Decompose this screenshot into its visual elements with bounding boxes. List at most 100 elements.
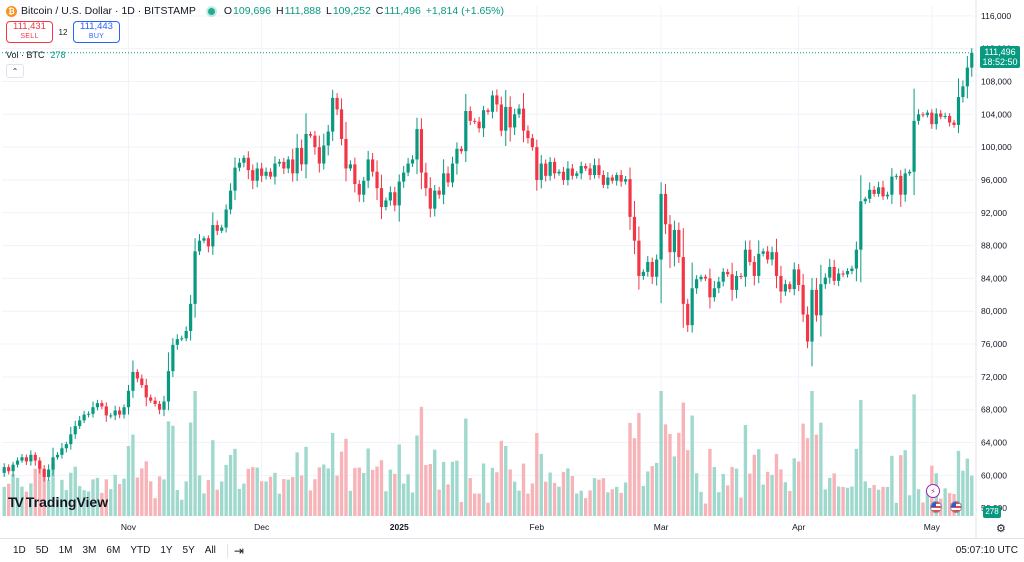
volume-bar [965, 458, 970, 516]
candle-body [38, 460, 42, 469]
candle-body [402, 172, 406, 182]
volume-bar [437, 489, 441, 516]
candle-body [970, 52, 974, 68]
volume-bar [544, 481, 548, 516]
gear-icon[interactable]: ⚙ [996, 523, 1006, 535]
candle-body [375, 171, 379, 189]
x-tick-label: Mar [654, 522, 669, 532]
collapse-legend-button[interactable]: ⌃ [6, 64, 24, 78]
volume-bar [597, 479, 601, 516]
candle-body [588, 168, 592, 176]
range-5y-button[interactable]: 5Y [182, 545, 195, 556]
candle-body [15, 460, 20, 465]
utc-clock[interactable]: 05:07:10 UTC [955, 545, 1018, 556]
volume-bar [535, 433, 539, 516]
volume-bar [237, 488, 242, 516]
candle-body [237, 162, 242, 168]
volume-bar [836, 486, 841, 516]
candle-body [544, 163, 548, 176]
y-tick-label: 100,000 [981, 142, 1012, 152]
volume-bar [659, 391, 663, 516]
candle-body [615, 175, 619, 181]
volume-bar [508, 469, 512, 516]
close-value: 111,496 [384, 5, 421, 17]
candle-body [486, 110, 490, 112]
range-1y-button[interactable]: 1Y [160, 545, 173, 556]
volume-bar [739, 497, 743, 516]
volume-bar [202, 493, 206, 516]
volume-bar [15, 477, 20, 516]
volume-bar [885, 486, 890, 516]
price-chart[interactable]: 56,00060,00064,00068,00072,00076,00080,0… [0, 0, 1024, 538]
buy-button[interactable]: 111,443 BUY [73, 21, 120, 43]
y-tick-label: 84,000 [981, 273, 1007, 283]
volume-bar [868, 487, 872, 516]
volume-bar [175, 490, 180, 516]
last-price-value: 111,496 [984, 46, 1016, 57]
symbol-title[interactable]: Bitcoin / U.S. Dollar · 1D · BITSTAMP [21, 5, 196, 17]
volume-bar [397, 444, 401, 516]
candle-body [442, 173, 446, 195]
volume-bar [308, 490, 313, 516]
candle-body [211, 225, 215, 247]
us-flag-event-icon[interactable] [930, 501, 942, 513]
candle-body [841, 273, 845, 275]
range-3m-button[interactable]: 3M [82, 545, 97, 556]
y-tick-label: 108,000 [981, 76, 1012, 86]
tradingview-logo[interactable]: TV TradingView [8, 494, 108, 510]
volume-legend[interactable]: Vol · BTC 278 [6, 50, 66, 60]
candle-body [122, 407, 126, 415]
economic-event-icon[interactable]: ⚡ [926, 484, 940, 498]
volume-bar [925, 490, 930, 516]
range-6m-button[interactable]: 6M [106, 545, 121, 556]
volume-bar [619, 492, 623, 516]
candle-body [135, 371, 139, 379]
candle-body [881, 187, 885, 197]
range-1m-button[interactable]: 1M [58, 545, 73, 556]
volume-bar [255, 467, 259, 516]
candle-body [739, 275, 743, 277]
volume-bar [708, 448, 712, 516]
candle-body [601, 175, 605, 185]
open-value: 109,696 [233, 5, 271, 17]
volume-bar [823, 489, 828, 516]
volume-bar [273, 472, 277, 516]
candle-body [579, 166, 583, 174]
candle-body [171, 344, 175, 372]
candle-body [566, 168, 570, 180]
volume-bar [788, 490, 792, 516]
volume-bar [796, 461, 801, 516]
candle-body [20, 457, 24, 461]
y-tick-label: 96,000 [981, 175, 1007, 185]
candle-body [734, 275, 739, 290]
low-label: L [325, 5, 332, 17]
close-label: C [375, 5, 384, 17]
volume-bar [752, 454, 756, 516]
candle-body [362, 180, 366, 195]
range-1d-button[interactable]: 1D [13, 545, 26, 556]
x-tick-label: Nov [121, 522, 137, 532]
volume-bar [29, 483, 33, 516]
candle-body [446, 173, 450, 183]
volume-bar [548, 472, 552, 516]
range-ytd-button[interactable]: YTD [130, 545, 151, 556]
x-tick-label: 2025 [390, 522, 409, 532]
candle-body [308, 134, 313, 136]
volume-bar [703, 503, 708, 516]
volume-bar [779, 469, 783, 516]
go-to-date-icon[interactable]: ⇥ [233, 543, 244, 558]
us-flag-event-icon[interactable] [950, 501, 962, 513]
candle-body [681, 257, 685, 304]
candle-body [433, 190, 437, 209]
volume-bar [375, 466, 379, 516]
range-5d-button[interactable]: 5D [35, 545, 49, 556]
range-all-button[interactable]: All [204, 545, 216, 556]
candle-body [42, 468, 46, 477]
candle-body [792, 269, 796, 290]
x-tick-label: Apr [792, 522, 805, 532]
x-tick-label: Feb [529, 522, 544, 532]
volume-bar [100, 492, 104, 516]
candle-body [513, 114, 517, 128]
candle-body [646, 262, 650, 272]
sell-button[interactable]: 111,431 SELL [6, 21, 53, 43]
